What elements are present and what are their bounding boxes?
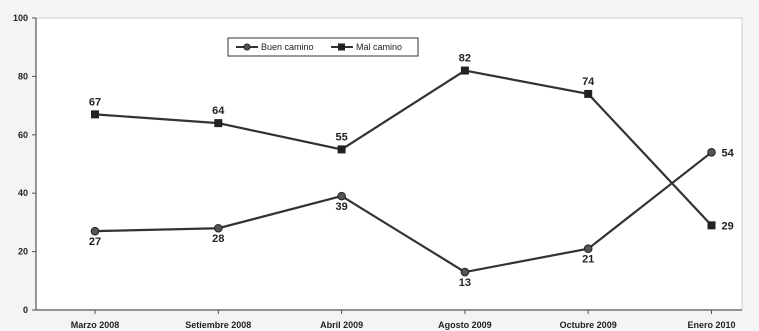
y-tick-label: 100 [13,13,28,23]
series-marker [460,267,470,277]
series-marker [707,221,716,230]
legend-box [227,37,419,57]
series-marker [707,148,716,157]
data-label: 55 [335,131,347,143]
y-tick-label: 0 [23,305,28,315]
y-tick-label: 80 [18,71,28,81]
series-marker [90,226,100,236]
series-marker [91,110,99,119]
series-marker [337,145,346,154]
data-label: 21 [582,254,594,266]
plot-area [35,17,743,311]
series-line [94,151,713,274]
y-tick-label: 60 [18,130,28,140]
series-marker [214,119,223,128]
data-label: 67 [89,96,101,108]
data-label: 64 [212,105,225,117]
axes: 0 20 40 60 80 100 Marzo 2008 Setiembre 2008 Abri… [13,13,742,330]
series-marker [584,89,593,98]
legend-marker [338,43,345,51]
x-tick-label: Marzo 2008 [71,320,120,330]
data-label: 82 [459,53,471,65]
legend-label: Buen camino [261,42,314,52]
series-marker [214,223,223,233]
y-tick-label: 40 [18,188,28,198]
x-tick-label: Agosto 2009 [438,320,492,330]
series-markers [90,66,716,277]
data-label: 13 [459,277,471,289]
x-tick-label: Octubre 2009 [560,320,617,330]
data-label: 39 [335,201,347,213]
legend-marker [243,43,251,51]
series-line [94,69,713,227]
data-labels: 27 28 39 13 21 54 67 64 55 82 74 29 [89,53,735,289]
data-label: 74 [582,76,595,88]
legend-label: Mal camino [356,42,402,52]
plot-background [35,17,743,311]
data-label: 54 [722,147,735,159]
data-label: 27 [89,236,101,248]
series-lines [94,69,713,274]
x-tick-label: Enero 2010 [687,320,735,330]
x-tick-label: Abril 2009 [320,320,363,330]
legend: Buen camino Mal camino [227,37,419,57]
data-label: 28 [212,233,224,245]
data-label: 29 [722,220,734,232]
y-tick-label: 20 [18,247,28,257]
x-tick-label: Setiembre 2008 [185,320,251,330]
series-marker [337,191,346,201]
series-marker [460,66,469,75]
series-marker [583,244,593,253]
